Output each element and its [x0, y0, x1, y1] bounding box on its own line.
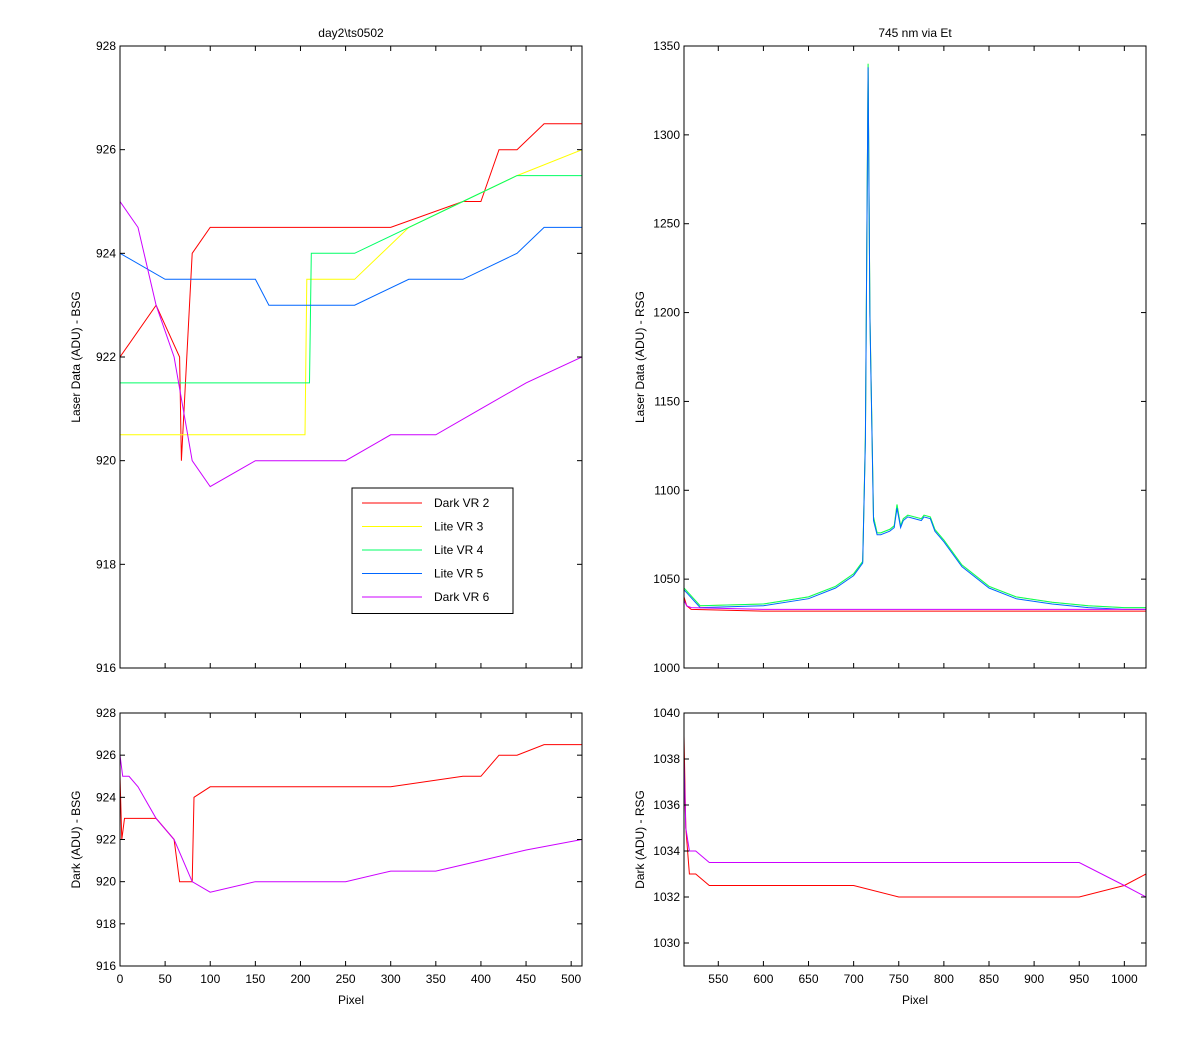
- y-tick-label: 1038: [653, 752, 680, 766]
- series-line-dark-vr-2: [684, 596, 1146, 612]
- series-group: [684, 735, 1146, 898]
- x-tick-label: 0: [117, 972, 124, 986]
- y-tick-label: 916: [96, 959, 116, 973]
- y-tick-label: 1034: [653, 844, 680, 858]
- series-line-lite-vr-4: [120, 175, 582, 384]
- x-tick-label: 1000: [1111, 972, 1138, 986]
- x-tick-label: 400: [471, 972, 491, 986]
- y-tick-label: 928: [96, 39, 116, 53]
- y-tick-label: 922: [96, 833, 116, 847]
- y-tick-label: 918: [96, 557, 116, 571]
- bottom-left-ylabel: Dark (ADU) - BSG: [69, 790, 83, 888]
- series-line-dark-vr-2: [684, 735, 1146, 898]
- y-tick-label: 926: [96, 748, 116, 762]
- y-tick-label: 926: [96, 143, 116, 157]
- bottom-right-ylabel: Dark (ADU) - RSG: [633, 790, 647, 889]
- x-tick-label: 500: [561, 972, 581, 986]
- y-tick-label: 1040: [653, 706, 680, 720]
- x-tick-label: 150: [245, 972, 265, 986]
- y-tick-label: 924: [96, 790, 116, 804]
- series-line-dark-vr-6: [684, 600, 1146, 610]
- y-tick-label: 924: [96, 246, 116, 260]
- x-tick-label: 100: [200, 972, 220, 986]
- y-tick-label: 922: [96, 350, 116, 364]
- legend-label-dark-vr-2: Dark VR 2: [434, 496, 490, 510]
- legend-label-lite-vr-5: Lite VR 5: [434, 567, 484, 581]
- y-tick-label: 1200: [653, 306, 680, 320]
- legend-label-lite-vr-3: Lite VR 3: [434, 520, 484, 534]
- x-tick-label: 900: [1024, 972, 1044, 986]
- y-tick-label: 928: [96, 706, 116, 720]
- bottom-right-axes: Dark (ADU) - RSG Pixel 550 600 650 700 750 80…: [633, 706, 1147, 1007]
- series-group: [684, 63, 1146, 612]
- series-line-lite-vr-4: [684, 63, 1146, 609]
- series-line-dark-vr-6: [120, 755, 582, 893]
- top-left-title: day2\ts0502: [318, 26, 384, 40]
- x-tick-label: 550: [708, 972, 728, 986]
- x-tick-label: 450: [516, 972, 536, 986]
- top-right-title: 745 nm via Et: [878, 26, 952, 40]
- series-line-lite-vr-5: [120, 226, 582, 306]
- y-tick-label: 1100: [654, 483, 680, 497]
- top-right-axes: 745 nm via Et Laser Data (ADU) - RSG 100…: [633, 26, 1147, 675]
- y-tick-label: 1350: [653, 39, 680, 53]
- legend-label-dark-vr-6: Dark VR 6: [434, 590, 490, 604]
- y-tick-label: 1000: [653, 661, 680, 675]
- y-tick-label: 1032: [653, 890, 680, 904]
- y-tick-label: 1036: [653, 798, 680, 812]
- y-tick-label: 918: [96, 917, 116, 931]
- y-tick-label: 1250: [653, 217, 680, 231]
- top-left-ylabel: Laser Data (ADU) - BSG: [69, 291, 83, 422]
- x-tick-label: 300: [381, 972, 401, 986]
- legend-box: [351, 487, 514, 614]
- x-tick-label: 50: [158, 972, 172, 986]
- series-line-dark-vr-2: [120, 123, 582, 461]
- x-tick-label: 950: [1069, 972, 1089, 986]
- y-tick-label: 920: [96, 454, 116, 468]
- x-tick-label: 800: [934, 972, 954, 986]
- series-line-dark-vr-6: [684, 758, 1146, 898]
- series-group: [120, 123, 582, 488]
- x-tick-label: 700: [844, 972, 864, 986]
- series-line-dark-vr-6: [120, 201, 582, 488]
- top-left-axes: day2\ts0502 Laser Data (ADU) - BSG 916 91…: [69, 26, 583, 675]
- y-tick-label: 1300: [653, 128, 680, 142]
- series-line-lite-vr-3: [684, 63, 1146, 609]
- x-tick-label: 600: [753, 972, 773, 986]
- bottom-left-xlabel: Pixel: [338, 993, 364, 1007]
- y-tick-label: 1030: [653, 936, 680, 950]
- legend-label-lite-vr-4: Lite VR 4: [434, 543, 484, 557]
- x-tick-label: 200: [290, 972, 310, 986]
- x-tick-label: 650: [799, 972, 819, 986]
- x-tick-label: 750: [889, 972, 909, 986]
- y-tick-label: 920: [96, 875, 116, 889]
- bottom-left-axes: Dark (ADU) - BSG Pixel 0 50 100 150 200 250 30…: [69, 706, 583, 1007]
- legend: Dark VR 2 Lite VR 3 Lite VR 4 Lite VR 5 Dark…: [351, 487, 514, 614]
- series-line-dark-vr-2: [120, 744, 582, 883]
- series-line-lite-vr-5: [684, 67, 1146, 610]
- y-tick-label: 1050: [653, 572, 680, 586]
- axes-frame: [119, 712, 583, 967]
- series-group: [120, 744, 582, 893]
- x-tick-label: 850: [979, 972, 999, 986]
- top-right-ylabel: Laser Data (ADU) - RSG: [633, 291, 647, 423]
- y-tick-label: 1150: [654, 394, 680, 408]
- axes-frame: [683, 45, 1147, 669]
- y-tick-label: 916: [96, 661, 116, 675]
- x-tick-label: 350: [426, 972, 446, 986]
- bottom-right-xlabel: Pixel: [902, 993, 928, 1007]
- axes-frame: [683, 712, 1147, 967]
- x-tick-label: 250: [336, 972, 356, 986]
- series-line-lite-vr-3: [120, 149, 582, 436]
